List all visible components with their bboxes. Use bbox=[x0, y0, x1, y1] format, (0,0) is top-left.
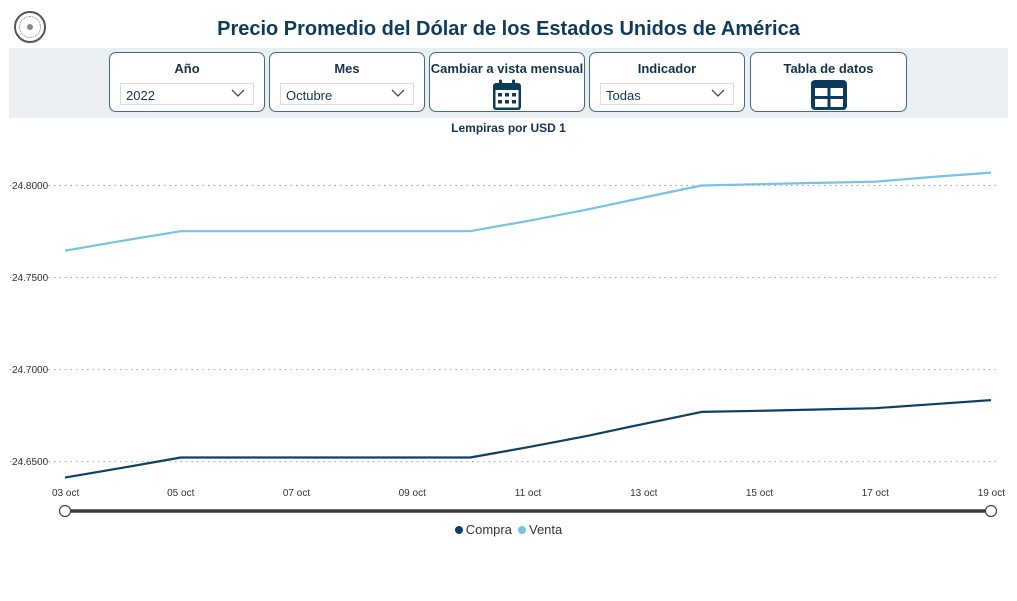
year-filter-label: Año bbox=[174, 61, 200, 76]
chevron-down-icon bbox=[711, 89, 725, 97]
data-table-label: Tabla de datos bbox=[783, 61, 874, 76]
table-grid-icon bbox=[810, 80, 847, 110]
x-tick-label: 07 oct bbox=[283, 488, 310, 499]
x-tick-label: 17 oct bbox=[862, 488, 889, 499]
y-tick-label: 24.8000 bbox=[12, 181, 49, 192]
filter-bar: Año 2022 Mes Octubre Cambiar a vista men… bbox=[9, 48, 1008, 118]
chart-title: Lempiras por USD 1 bbox=[451, 121, 566, 135]
x-tick-label: 13 oct bbox=[630, 488, 657, 499]
x-tick-label: 15 oct bbox=[746, 488, 773, 499]
year-filter: Año 2022 bbox=[109, 52, 265, 112]
legend-dot-compra bbox=[454, 525, 463, 534]
month-dropdown-value: Octubre bbox=[286, 88, 333, 103]
legend-item-venta[interactable]: Venta bbox=[517, 522, 563, 537]
month-dropdown[interactable]: Octubre bbox=[280, 83, 414, 105]
indicator-dropdown-value: Todas bbox=[606, 88, 641, 103]
year-dropdown-value: 2022 bbox=[126, 88, 155, 103]
series-line-venta bbox=[64, 171, 992, 252]
central-bank-seal-logo bbox=[14, 11, 46, 43]
legend-label-venta: Venta bbox=[528, 522, 563, 537]
series-line-compra bbox=[64, 399, 992, 479]
chevron-down-icon bbox=[391, 89, 405, 97]
monthly-view-label: Cambiar a vista mensual bbox=[430, 61, 584, 76]
legend-dot-venta bbox=[517, 525, 526, 534]
data-table-button[interactable]: Tabla de datos bbox=[750, 52, 907, 112]
line-chart: 24.8000 24.7500 24.7000 24.6500 03 oct 05 oc… bbox=[10, 171, 1005, 518]
y-tick-label: 24.7500 bbox=[12, 273, 49, 284]
chevron-down-icon bbox=[231, 89, 245, 97]
x-tick-label: 03 oct bbox=[52, 488, 79, 499]
x-tick-label: 19 oct bbox=[978, 488, 1005, 499]
month-filter: Mes Octubre bbox=[269, 52, 425, 112]
monthly-view-button[interactable]: Cambiar a vista mensual bbox=[429, 52, 585, 112]
x-tick-label: 11 oct bbox=[515, 488, 542, 499]
y-tick-label: 24.6500 bbox=[12, 457, 49, 468]
indicator-dropdown[interactable]: Todas bbox=[600, 83, 734, 105]
slider-end-handle[interactable] bbox=[984, 504, 998, 518]
y-tick-label: 24.7000 bbox=[12, 365, 49, 376]
page-title: Precio Promedio del Dólar de los Estados… bbox=[217, 18, 800, 40]
x-tick-label: 09 oct bbox=[399, 488, 426, 499]
chart-legend: Compra Venta bbox=[0, 522, 1017, 537]
indicator-filter-label: Indicador bbox=[637, 61, 697, 76]
calendar-icon bbox=[493, 79, 521, 110]
x-tick-label: 05 oct bbox=[167, 488, 194, 499]
legend-label-compra: Compra bbox=[465, 522, 512, 537]
slider-start-handle[interactable] bbox=[58, 504, 72, 518]
year-dropdown[interactable]: 2022 bbox=[120, 83, 254, 105]
indicator-filter: Indicador Todas bbox=[589, 52, 745, 112]
month-filter-label: Mes bbox=[334, 61, 360, 76]
legend-item-compra[interactable]: Compra bbox=[454, 522, 512, 537]
